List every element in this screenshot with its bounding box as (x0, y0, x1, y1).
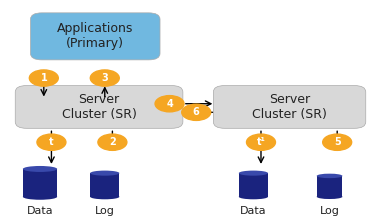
Ellipse shape (317, 194, 343, 199)
Ellipse shape (239, 194, 268, 199)
Text: 4: 4 (166, 99, 173, 109)
Text: 5: 5 (334, 137, 341, 147)
Text: 6: 6 (193, 107, 200, 117)
Text: Data: Data (27, 206, 53, 216)
FancyBboxPatch shape (23, 169, 57, 197)
Circle shape (323, 134, 352, 150)
Circle shape (90, 70, 119, 86)
Circle shape (37, 134, 66, 150)
Text: Server
Cluster (SR): Server Cluster (SR) (62, 93, 136, 121)
FancyBboxPatch shape (317, 176, 343, 197)
Circle shape (182, 104, 211, 120)
Text: Data: Data (240, 206, 267, 216)
FancyBboxPatch shape (213, 85, 366, 128)
Text: Log: Log (95, 206, 115, 216)
Ellipse shape (23, 166, 57, 172)
FancyBboxPatch shape (239, 173, 268, 197)
Text: Log: Log (320, 206, 339, 216)
FancyBboxPatch shape (15, 85, 183, 128)
Text: t: t (49, 137, 54, 147)
Ellipse shape (90, 171, 119, 176)
Ellipse shape (239, 171, 268, 176)
Text: t¹: t¹ (256, 137, 266, 147)
Circle shape (155, 96, 184, 112)
Text: 3: 3 (101, 73, 108, 83)
Circle shape (247, 134, 275, 150)
Text: 2: 2 (109, 137, 116, 147)
FancyBboxPatch shape (30, 13, 160, 60)
Ellipse shape (23, 194, 57, 200)
FancyBboxPatch shape (90, 173, 119, 197)
Ellipse shape (317, 174, 343, 178)
Circle shape (98, 134, 127, 150)
Text: 1: 1 (40, 73, 47, 83)
Text: Server
Cluster (SR): Server Cluster (SR) (252, 93, 327, 121)
Text: Applications
(Primary): Applications (Primary) (57, 22, 133, 50)
Ellipse shape (90, 194, 119, 199)
Circle shape (29, 70, 58, 86)
